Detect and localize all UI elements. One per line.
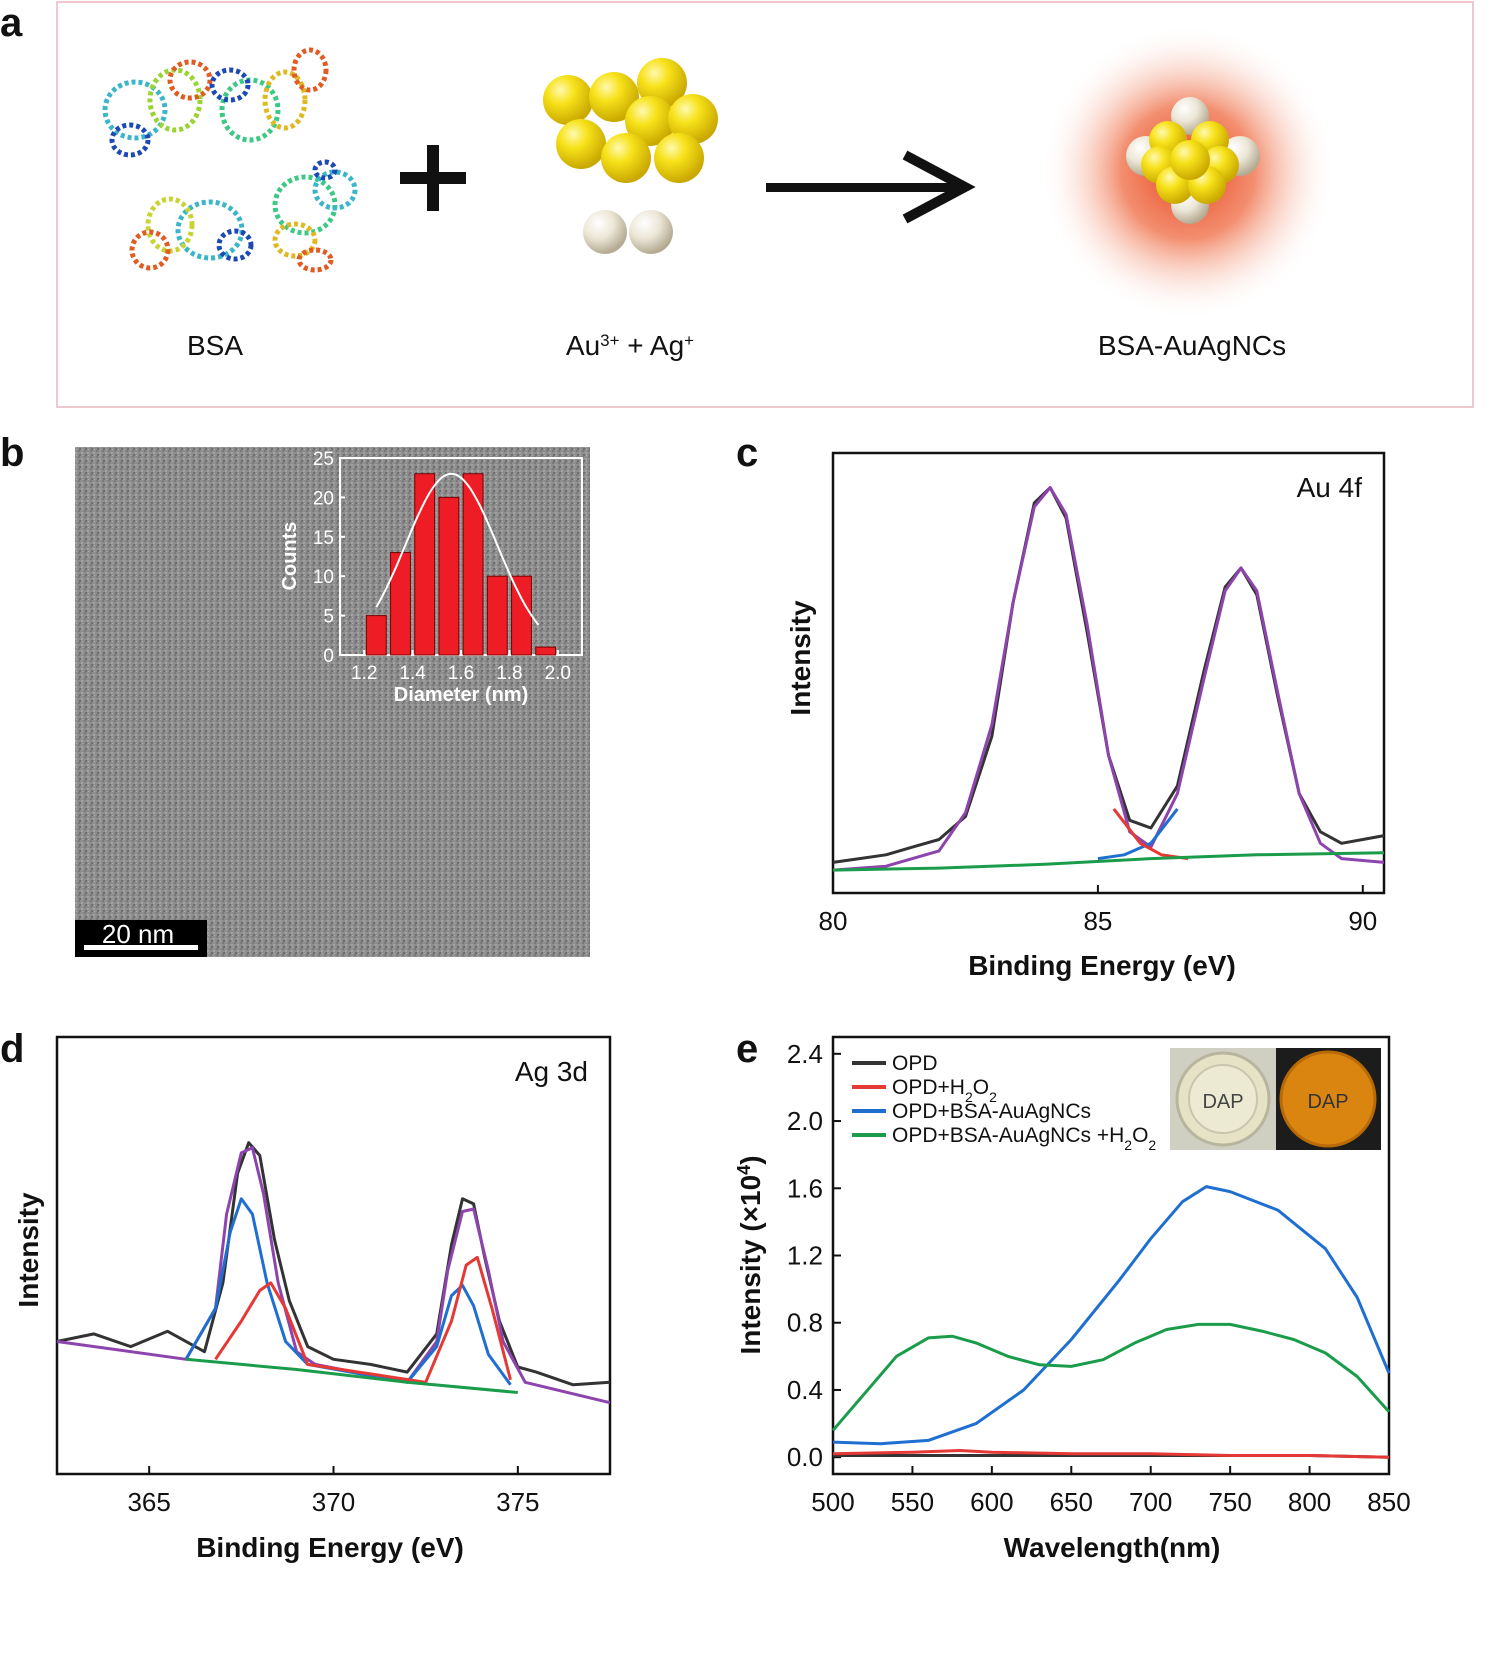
panel-e-ylabel: Intensity (×104) — [734, 1155, 766, 1354]
panel-a-frame — [56, 1, 1474, 408]
dap-photo-right-label: DAP — [1307, 1091, 1348, 1113]
histogram-ytick-label: 25 — [313, 449, 334, 470]
panel-c-series-line — [832, 486, 1385, 864]
panel-c-xtick-label: 90 — [1348, 906, 1377, 936]
panel-d-xtick-label: 375 — [496, 1487, 539, 1517]
legend-entry: OPD+H2O2 — [892, 1076, 997, 1105]
diameter-histogram: 0 5 10 15 20 25 1.2 1.4 1.6 1.8 2.0 Diameter (nm)… — [279, 449, 583, 706]
histogram-ytick-label: 15 — [313, 528, 334, 549]
histogram-xtick-label: 1.6 — [448, 663, 474, 684]
histogram-bar — [511, 575, 532, 656]
panel-d-xtick-label: 365 — [127, 1487, 170, 1517]
panel-d-xtick-label: 370 — [312, 1487, 355, 1517]
panel-e-xtick-label: 750 — [1208, 1487, 1251, 1517]
panel-d-series-line — [56, 1141, 611, 1387]
bsa-protein-illustration — [102, 47, 358, 273]
panel-e-xtick-label: 850 — [1367, 1487, 1410, 1517]
histogram-bar — [390, 552, 411, 656]
panel-d-xlabel: Binding Energy (eV) — [196, 1532, 464, 1563]
legend-entry: OPD — [892, 1052, 938, 1075]
panel-c-annotation: Au 4f — [1297, 472, 1363, 503]
panel-e-ytick-label: 2.0 — [787, 1106, 823, 1136]
panel-d-series-line — [56, 1146, 611, 1405]
panel-e-xtick-label: 650 — [1050, 1487, 1093, 1517]
histogram-xlabel: Diameter (nm) — [394, 684, 528, 706]
panel-e-xlabel: Wavelength(nm) — [1004, 1532, 1221, 1563]
panel-e-ytick-label: 1.6 — [787, 1173, 823, 1203]
panel-e-xtick-label: 700 — [1129, 1487, 1172, 1517]
panel-e-label: e — [736, 1027, 758, 1071]
panel-e-series-line — [831, 1322, 1391, 1432]
panel-d-series-line — [185, 1357, 518, 1394]
scale-bar-label: 20 nm — [102, 919, 174, 949]
tem-image — [75, 447, 590, 957]
dap-photos: DAP DAP — [1170, 1048, 1381, 1150]
panel-d-frame — [55, 1035, 612, 1476]
histogram-xtick-label: 1.8 — [496, 663, 522, 684]
panel-c-xlabel: Binding Energy (eV) — [968, 950, 1236, 981]
histogram-xtick-label: 1.4 — [399, 663, 426, 684]
panel-e-xtick-label: 550 — [891, 1487, 934, 1517]
product-label: BSA-AuAgNCs — [1098, 330, 1286, 361]
histogram-bar — [365, 615, 387, 656]
panel-c-series-line — [832, 851, 1385, 872]
panel-d-ylabel: Intensity — [13, 1192, 44, 1308]
panel-e-ytick-label: 0.8 — [787, 1308, 823, 1338]
histogram-bar — [438, 496, 460, 656]
histogram-xtick-label: 2.0 — [545, 663, 571, 684]
histogram-ylabel: Counts — [279, 522, 301, 591]
legend-entry: OPD+BSA-AuAgNCs — [892, 1100, 1091, 1123]
panel-c-frame — [831, 451, 1386, 895]
panel-d-annotation: Ag 3d — [515, 1056, 588, 1087]
histogram-ytick-label: 20 — [313, 488, 334, 509]
histogram-bar — [535, 646, 557, 656]
panel-e-ytick-label: 2.4 — [787, 1039, 823, 1069]
histogram-fit-curve — [375, 472, 540, 626]
bsa-label: BSA — [187, 330, 243, 361]
panel-e-series-line — [832, 1449, 1390, 1459]
panel-c-xtick-label: 80 — [819, 906, 848, 936]
histogram-bar — [486, 575, 508, 656]
reaction-arrow-icon — [766, 150, 976, 224]
histogram-bar — [414, 473, 436, 656]
legend-entry: OPD+BSA-AuAgNCs +H2O2 — [892, 1124, 1156, 1153]
histogram-bar — [462, 473, 484, 656]
panel-d-series-line — [214, 1255, 512, 1384]
histogram-ytick-label: 0 — [323, 646, 334, 667]
panel-c-series-line — [1097, 807, 1179, 861]
panel-c-label: c — [736, 431, 758, 475]
histogram-xtick-label: 1.2 — [351, 663, 377, 684]
nanocluster-illustration — [1040, 24, 1336, 320]
panel-a-label: a — [0, 1, 23, 45]
panel-d-label: d — [0, 1027, 24, 1071]
panel-e-xtick-label: 600 — [970, 1487, 1013, 1517]
panel-c-xtick-label: 85 — [1083, 906, 1112, 936]
panel-e-legend: OPDOPD+H2O2OPD+BSA-AuAgNCsOPD+BSA-AuAgNC… — [852, 1052, 1156, 1153]
panel-c-ylabel: Intensity — [785, 600, 816, 716]
gold-ion-spheres — [543, 58, 718, 183]
panel-e-ytick-label: 1.2 — [787, 1241, 823, 1271]
scale-bar — [84, 945, 198, 950]
plus-sign-icon — [400, 145, 466, 211]
panel-c-series-line — [832, 486, 1385, 872]
panel-d-series-line — [184, 1197, 512, 1386]
panel-e-ytick-label: 0.0 — [787, 1442, 823, 1472]
silver-ion-spheres — [583, 210, 673, 254]
panel-e-series-line — [832, 1185, 1391, 1446]
histogram-ytick-label: 10 — [313, 567, 334, 588]
histogram-ytick-label: 5 — [323, 607, 334, 628]
scale-bar-box — [75, 920, 207, 957]
panel-e-xtick-label: 500 — [811, 1487, 854, 1517]
ions-label: Au3+ + Ag+ — [566, 330, 694, 361]
panel-b-label: b — [0, 431, 24, 475]
dap-photo-left-label: DAP — [1202, 1091, 1243, 1113]
panel-e-xtick-label: 800 — [1288, 1487, 1331, 1517]
panel-e-ytick-label: 0.4 — [787, 1375, 823, 1405]
